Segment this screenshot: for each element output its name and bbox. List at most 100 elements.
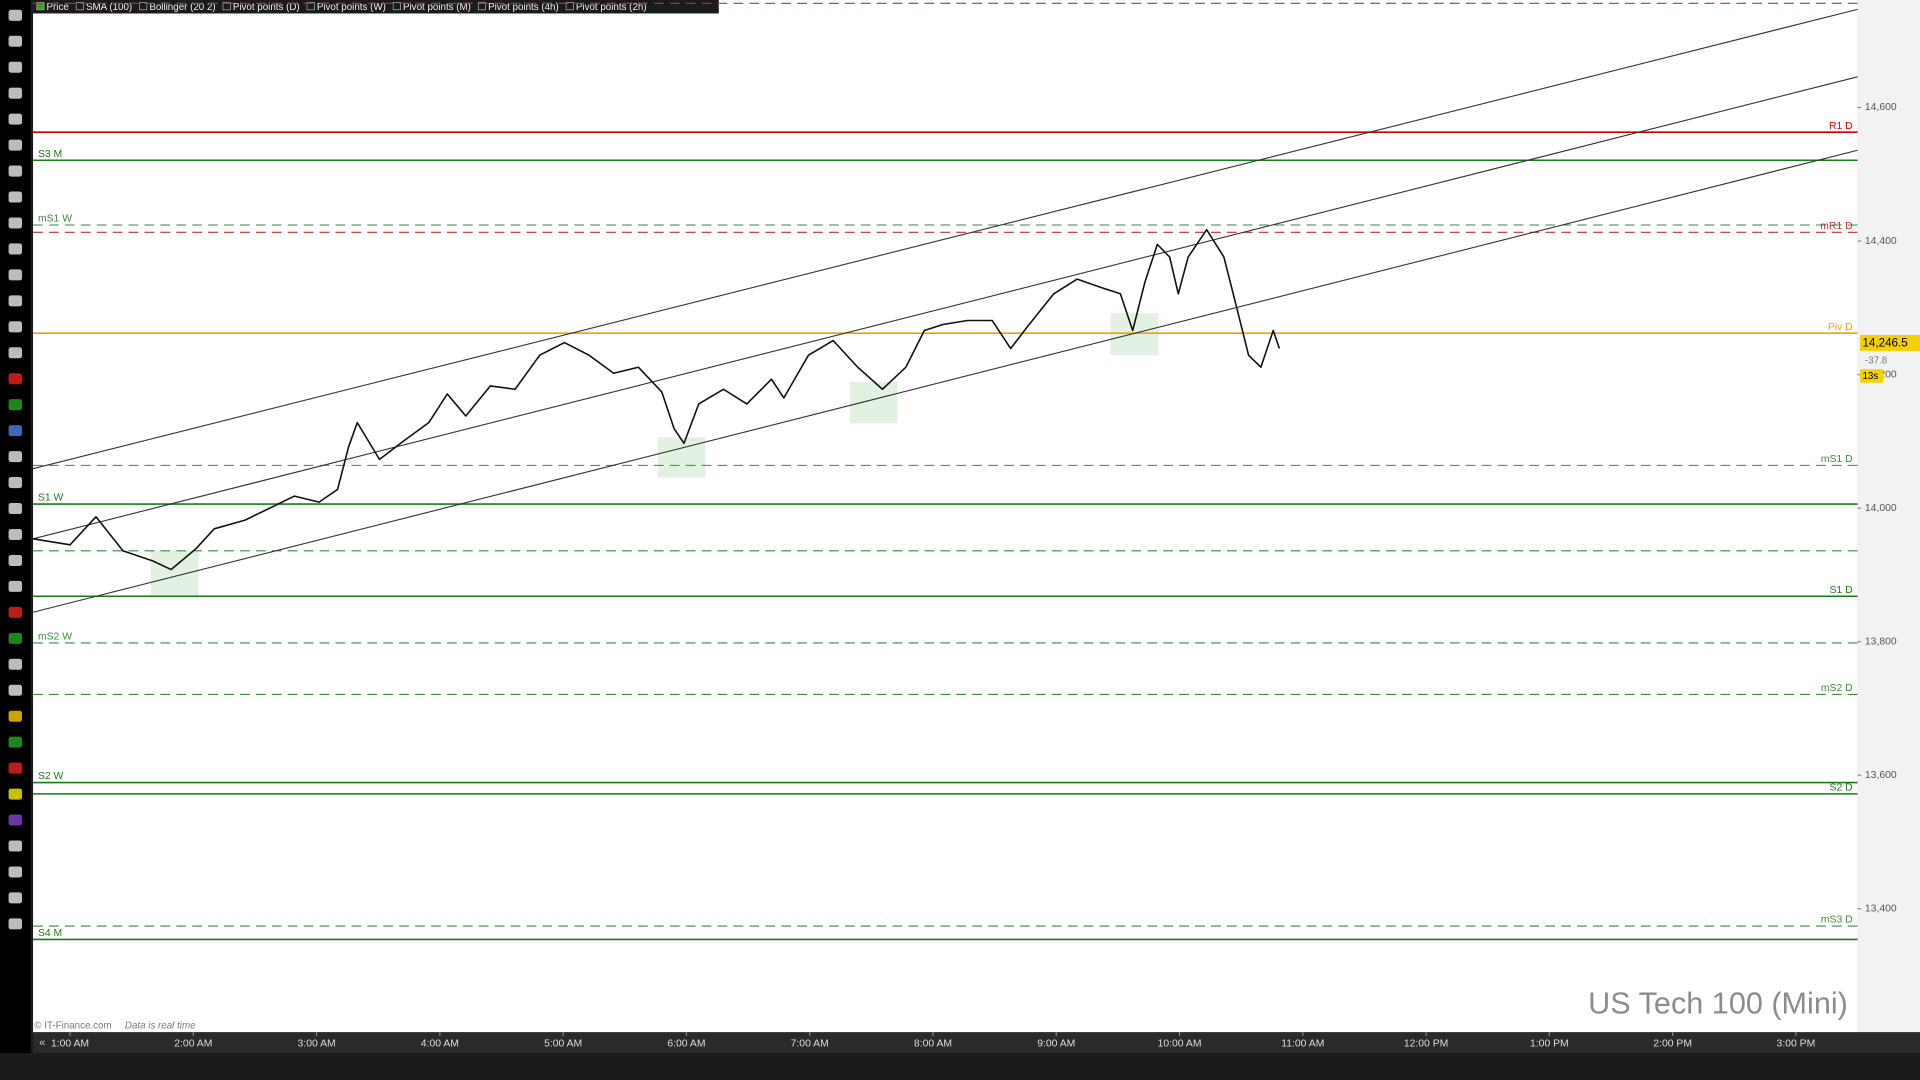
legend-checkbox[interactable]: [565, 2, 574, 11]
legend-entry[interactable]: Pivot points (M): [403, 2, 471, 13]
legend-entry[interactable]: Pivot points (W): [317, 2, 386, 13]
tool-button[interactable]: [8, 554, 23, 566]
tool-button[interactable]: [8, 217, 23, 229]
legend-entry[interactable]: SMA (100): [86, 2, 132, 13]
tool-button[interactable]: [8, 736, 23, 748]
tool-button[interactable]: [8, 866, 23, 878]
x-tick-label: 8:00 AM: [914, 1039, 952, 1050]
scroll-left[interactable]: «: [39, 1037, 45, 1049]
tool-icons: [8, 9, 23, 930]
legend-checkbox[interactable]: [36, 2, 45, 11]
x-tick-label: 1:00 AM: [51, 1039, 89, 1050]
x-tick-label: 3:00 AM: [298, 1039, 336, 1050]
legend-entry[interactable]: Bollinger (20 2): [149, 2, 215, 13]
y-tick-label: 13,400: [1865, 903, 1897, 914]
tool-button[interactable]: [8, 113, 23, 125]
x-tick-label: 11:00 AM: [1281, 1039, 1324, 1050]
price-change: -37.8: [1865, 355, 1888, 366]
tool-button[interactable]: [8, 918, 23, 930]
tool-button[interactable]: [8, 139, 23, 151]
tool-button[interactable]: [8, 762, 23, 774]
legend-checkbox[interactable]: [75, 2, 84, 11]
last-price-label: 14,246.5: [1862, 337, 1907, 350]
watermark: US Tech 100 (Mini): [1588, 986, 1848, 1020]
x-tick-label: 3:00 PM: [1777, 1039, 1816, 1050]
x-tick-label: 2:00 AM: [174, 1039, 212, 1050]
tool-button[interactable]: [8, 425, 23, 437]
pivot-label: mS2 W: [38, 632, 72, 643]
tool-button[interactable]: [8, 87, 23, 99]
tool-button[interactable]: [8, 191, 23, 203]
highlight-zone: [1110, 313, 1159, 356]
tool-button[interactable]: [8, 35, 23, 47]
legend-entry[interactable]: Pivot points (D): [233, 2, 300, 13]
y-tick-label: 13,600: [1865, 770, 1897, 781]
time-axis: [33, 1032, 1920, 1054]
x-tick-label: 1:00 PM: [1530, 1039, 1569, 1050]
pivot-label: S2 D: [1830, 783, 1853, 794]
tool-button[interactable]: [8, 892, 23, 904]
x-tick-label: 6:00 AM: [667, 1039, 705, 1050]
tool-button[interactable]: [8, 295, 23, 307]
pivot-label: S1 D: [1830, 585, 1853, 596]
y-tick-label: 14,600: [1865, 102, 1897, 113]
tool-button[interactable]: [8, 814, 23, 826]
legend-entry[interactable]: Pivot points (4h): [488, 2, 559, 13]
tool-button[interactable]: [8, 269, 23, 281]
pivot-label: mS3 D: [1821, 915, 1853, 926]
tool-button[interactable]: [8, 347, 23, 359]
legend-checkbox[interactable]: [222, 2, 231, 11]
trend-line: [32, 76, 1858, 540]
price-line: [32, 228, 1281, 571]
pivot-label: S2 W: [38, 771, 64, 782]
last-price-box: [1860, 334, 1920, 351]
legend-checkbox[interactable]: [306, 2, 315, 11]
pivot-label: mS2 D: [1821, 683, 1853, 694]
tool-button[interactable]: [8, 477, 23, 489]
legend-checkbox[interactable]: [139, 2, 148, 11]
x-tick-label: 12:00 PM: [1404, 1039, 1448, 1050]
tool-button[interactable]: [8, 632, 23, 644]
tool-button[interactable]: [8, 710, 23, 722]
pivot-label: S1 W: [38, 493, 64, 504]
tool-button[interactable]: [8, 788, 23, 800]
pivot-label: Piv D: [1828, 322, 1853, 333]
pivot-label: S4 M: [38, 928, 62, 939]
legend-checkbox[interactable]: [477, 2, 487, 11]
pivot-label: mS1 D: [1821, 454, 1853, 465]
tool-button[interactable]: [8, 9, 23, 21]
highlight-zone: [150, 550, 199, 597]
legend-entry[interactable]: Price: [47, 2, 69, 13]
tool-button[interactable]: [8, 684, 23, 696]
candle-timer: 13s: [1862, 371, 1878, 382]
x-tick-label: 4:00 AM: [421, 1039, 459, 1050]
tool-button[interactable]: [8, 528, 23, 540]
pivot-label: mS1 W: [38, 214, 72, 225]
tool-button[interactable]: [8, 503, 23, 515]
pivot-label: S3 M: [38, 149, 62, 160]
tool-button[interactable]: [8, 373, 23, 385]
tool-button[interactable]: [8, 399, 23, 411]
tool-button[interactable]: [8, 321, 23, 333]
legend-checkbox[interactable]: [392, 2, 401, 11]
tool-button[interactable]: [8, 243, 23, 255]
tool-button[interactable]: [8, 580, 23, 592]
timer-box: [1860, 369, 1884, 383]
x-tick-label: 5:00 AM: [544, 1039, 582, 1050]
x-tick-label: 2:00 PM: [1653, 1039, 1692, 1050]
x-tick-label: 9:00 AM: [1037, 1039, 1075, 1050]
source: © IT-Finance.com: [34, 1021, 111, 1032]
trend-line: [32, 149, 1858, 613]
tool-button[interactable]: [8, 840, 23, 852]
tool-button[interactable]: [8, 451, 23, 463]
tool-button[interactable]: [8, 165, 23, 177]
plot-area: [33, 0, 1858, 1033]
legend-entry[interactable]: Pivot points (2h): [576, 2, 647, 13]
highlight-zone: [849, 381, 898, 424]
tool-button[interactable]: [8, 658, 23, 670]
realtime-note: Data is real time: [125, 1021, 196, 1032]
tool-button[interactable]: [8, 61, 23, 73]
tool-button[interactable]: [8, 606, 23, 618]
